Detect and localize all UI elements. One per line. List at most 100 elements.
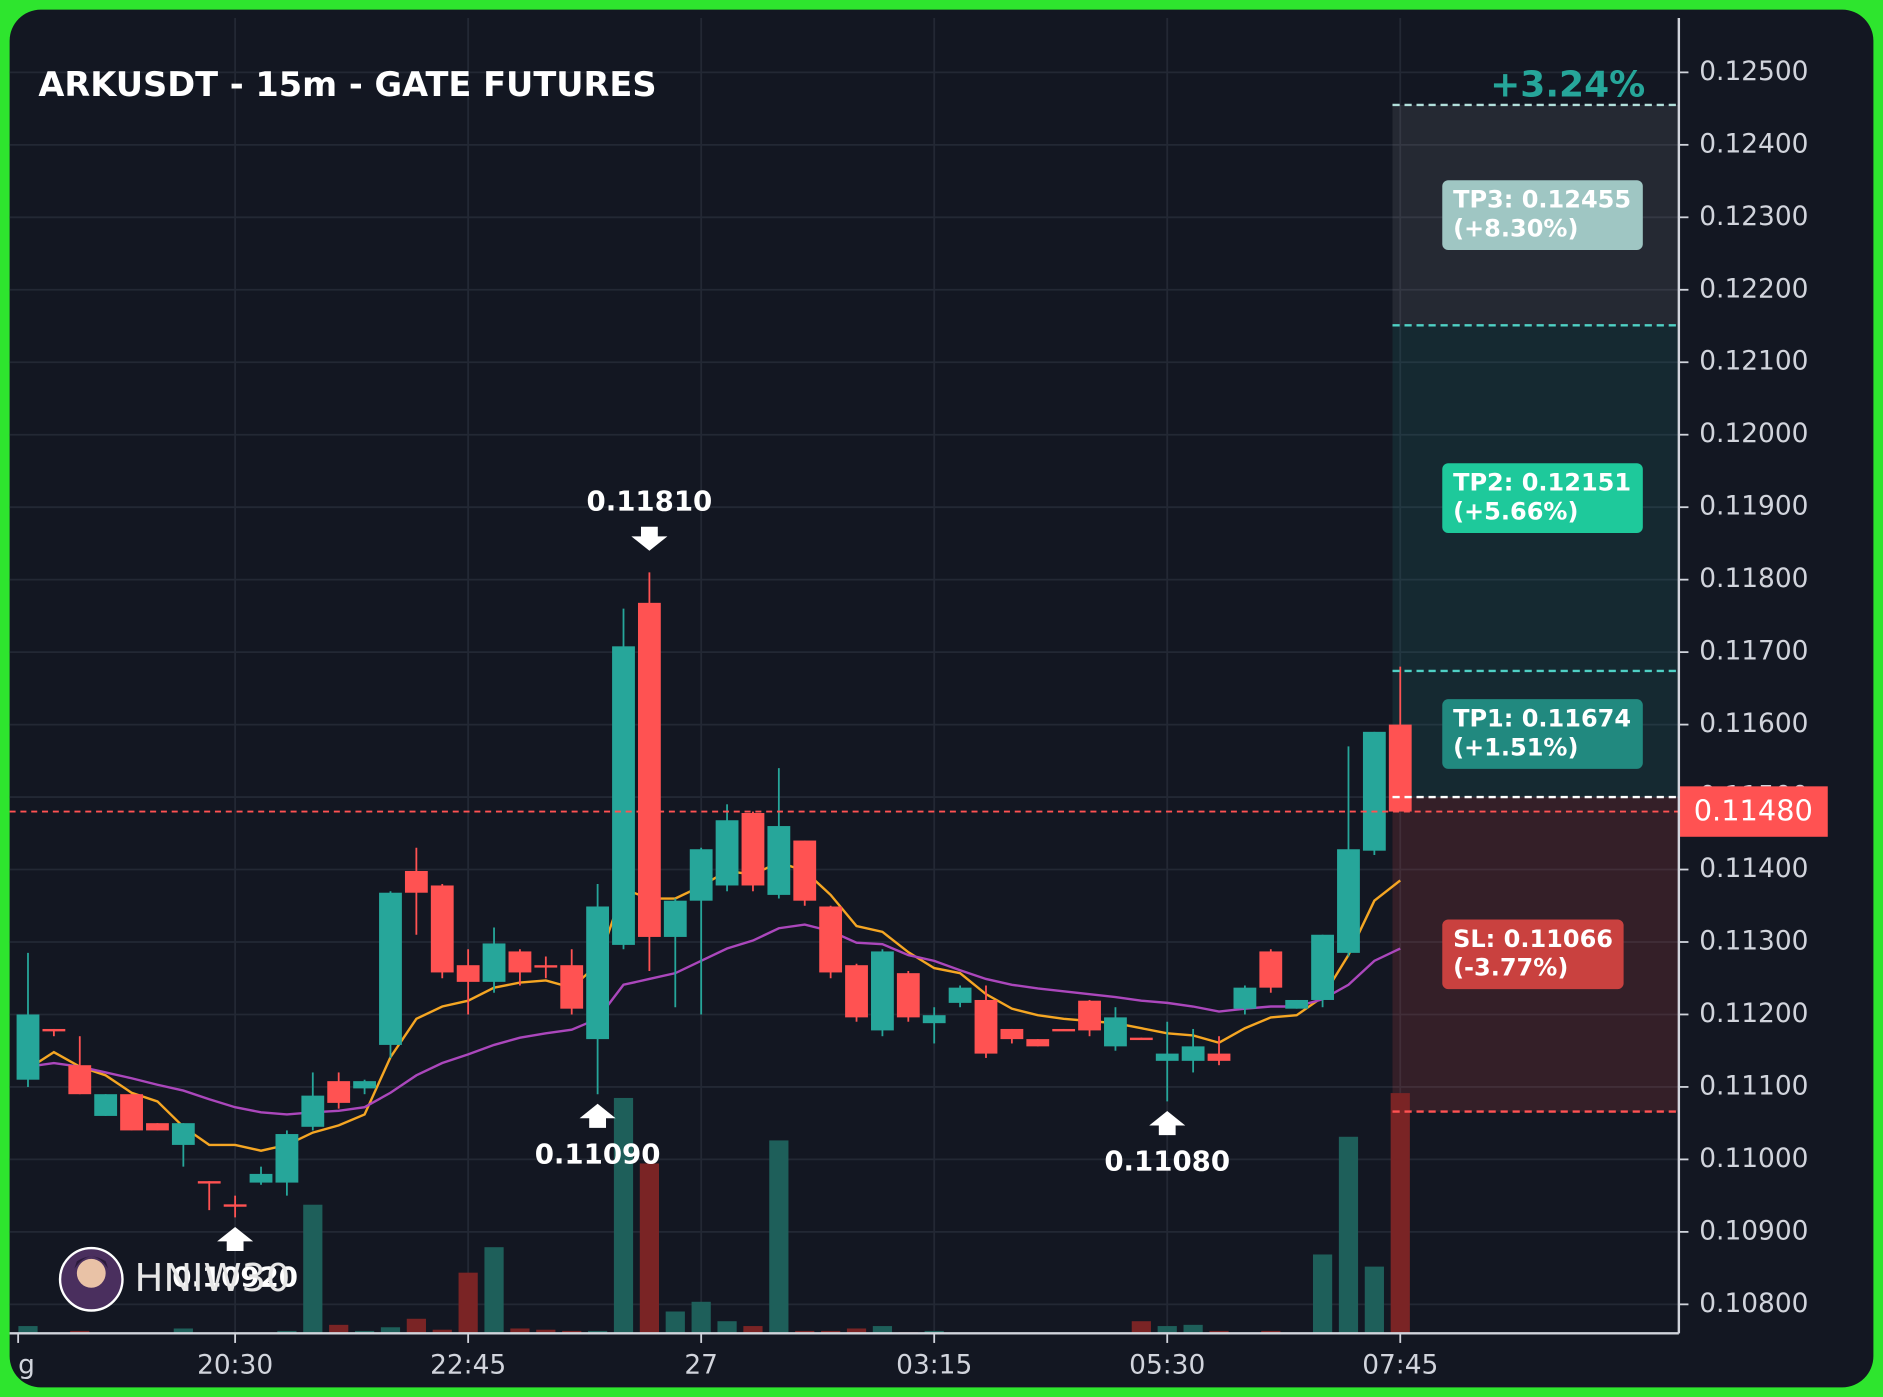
candle-body <box>741 813 765 886</box>
candle-body <box>301 1095 325 1127</box>
x-tick-label: 22:45 <box>430 1349 506 1380</box>
volume-bar <box>1157 1326 1177 1334</box>
candle-body <box>1388 724 1412 812</box>
volume-bar <box>173 1328 193 1334</box>
candle-body <box>508 951 532 973</box>
candle-body <box>1285 999 1309 1009</box>
candle-body <box>379 892 402 1045</box>
chart-title: ARKUSDT - 15m - GATE FUTURES <box>38 65 656 104</box>
candle-body <box>120 1094 143 1131</box>
y-tick-label: 0.11200 <box>1699 998 1808 1029</box>
y-tick-label: 0.10800 <box>1699 1288 1808 1319</box>
x-tick-label: 07:45 <box>1362 1349 1438 1380</box>
watermark: HNIW30 <box>135 1256 291 1301</box>
candle-body <box>430 885 454 973</box>
volume-bar <box>717 1321 737 1334</box>
y-tick-label: 0.12500 <box>1699 56 1808 87</box>
volume-bar <box>691 1301 711 1334</box>
volume-bar <box>354 1330 375 1334</box>
volume-bar <box>1312 1254 1333 1334</box>
candle-body <box>353 1081 376 1089</box>
y-tick-label: 0.11900 <box>1699 491 1808 522</box>
candle-body <box>456 965 480 982</box>
volume-bar <box>639 1163 659 1334</box>
low-arrow <box>217 1226 254 1252</box>
candle-body <box>94 1094 118 1116</box>
candle-body <box>1259 951 1283 988</box>
low-label: 0.11090 <box>535 1137 661 1170</box>
volume-bar <box>924 1330 944 1334</box>
candle-body <box>249 1173 273 1183</box>
avatar <box>58 1246 124 1312</box>
moving-average <box>27 923 1401 1116</box>
candle-body <box>197 1181 221 1184</box>
candle-body <box>1311 934 1334 1000</box>
x-tick-label: 03:15 <box>896 1349 972 1380</box>
x-tick-label: 27 <box>684 1349 718 1380</box>
volume-bar <box>380 1327 401 1334</box>
volume-bar <box>1338 1136 1359 1334</box>
volume-bar <box>1131 1321 1151 1334</box>
candle-body <box>171 1123 195 1145</box>
candle-body <box>1362 731 1386 851</box>
candle-body <box>767 826 791 895</box>
candle-body <box>586 906 610 1040</box>
y-tick-label: 0.11000 <box>1699 1143 1808 1174</box>
candle-body <box>1337 849 1360 953</box>
target-box <box>1442 919 1624 990</box>
y-tick-label: 0.11600 <box>1699 708 1808 739</box>
candle-body <box>146 1123 169 1131</box>
target-change: (+1.51%) <box>1453 733 1578 761</box>
volume-bar <box>1209 1330 1229 1334</box>
y-tick-label: 0.11800 <box>1699 563 1808 594</box>
y-tick-label: 0.11700 <box>1699 636 1808 667</box>
panel <box>9 9 1874 1388</box>
candle-body <box>1026 1039 1050 1047</box>
target-label: TP3: 0.12455 <box>1453 186 1631 214</box>
volume-bar <box>1183 1324 1203 1334</box>
candle-body <box>404 870 428 893</box>
candle-body <box>715 820 739 886</box>
candle-body <box>1155 1053 1179 1061</box>
y-tick-label: 0.10900 <box>1699 1215 1808 1246</box>
volume-bar <box>665 1311 685 1334</box>
candle-body <box>845 965 868 1018</box>
y-tick-label: 0.11400 <box>1699 853 1808 884</box>
candle-body <box>819 906 843 973</box>
low-label: 0.11080 <box>1104 1145 1230 1178</box>
volume-bar <box>432 1329 452 1334</box>
candle-body <box>637 602 661 937</box>
candle-body <box>1207 1053 1231 1061</box>
target-label: TP1: 0.11674 <box>1453 705 1631 733</box>
volume-bar <box>303 1204 323 1334</box>
volume-bar <box>613 1097 634 1334</box>
volume-bar <box>1261 1330 1281 1334</box>
avatar-hair <box>74 1256 109 1269</box>
volume-bar <box>1364 1266 1384 1334</box>
candle-body <box>1104 1017 1127 1047</box>
candle-body <box>560 965 584 1009</box>
target-label: TP2: 0.12151 <box>1453 469 1631 497</box>
candle-body <box>663 900 687 937</box>
target-change: (+8.30%) <box>1453 215 1578 243</box>
target-change: (+5.66%) <box>1453 498 1578 526</box>
volume-bar <box>562 1330 582 1334</box>
candle-body <box>871 951 894 1031</box>
y-tick-label: 0.12400 <box>1699 128 1808 159</box>
target-box <box>1442 463 1643 533</box>
candle-body <box>482 943 506 982</box>
candle-body <box>1181 1046 1205 1061</box>
volume-bar <box>795 1330 815 1334</box>
candle-body <box>896 973 920 1018</box>
volume-bar <box>846 1328 867 1334</box>
volume-bar <box>588 1330 608 1334</box>
volume-bar <box>70 1330 90 1334</box>
volume-bar <box>329 1324 349 1334</box>
volume-bar <box>743 1326 763 1334</box>
volume-bar <box>872 1326 893 1334</box>
candle-body <box>42 1028 66 1032</box>
candle-body <box>974 999 998 1054</box>
candle-body <box>68 1065 92 1095</box>
